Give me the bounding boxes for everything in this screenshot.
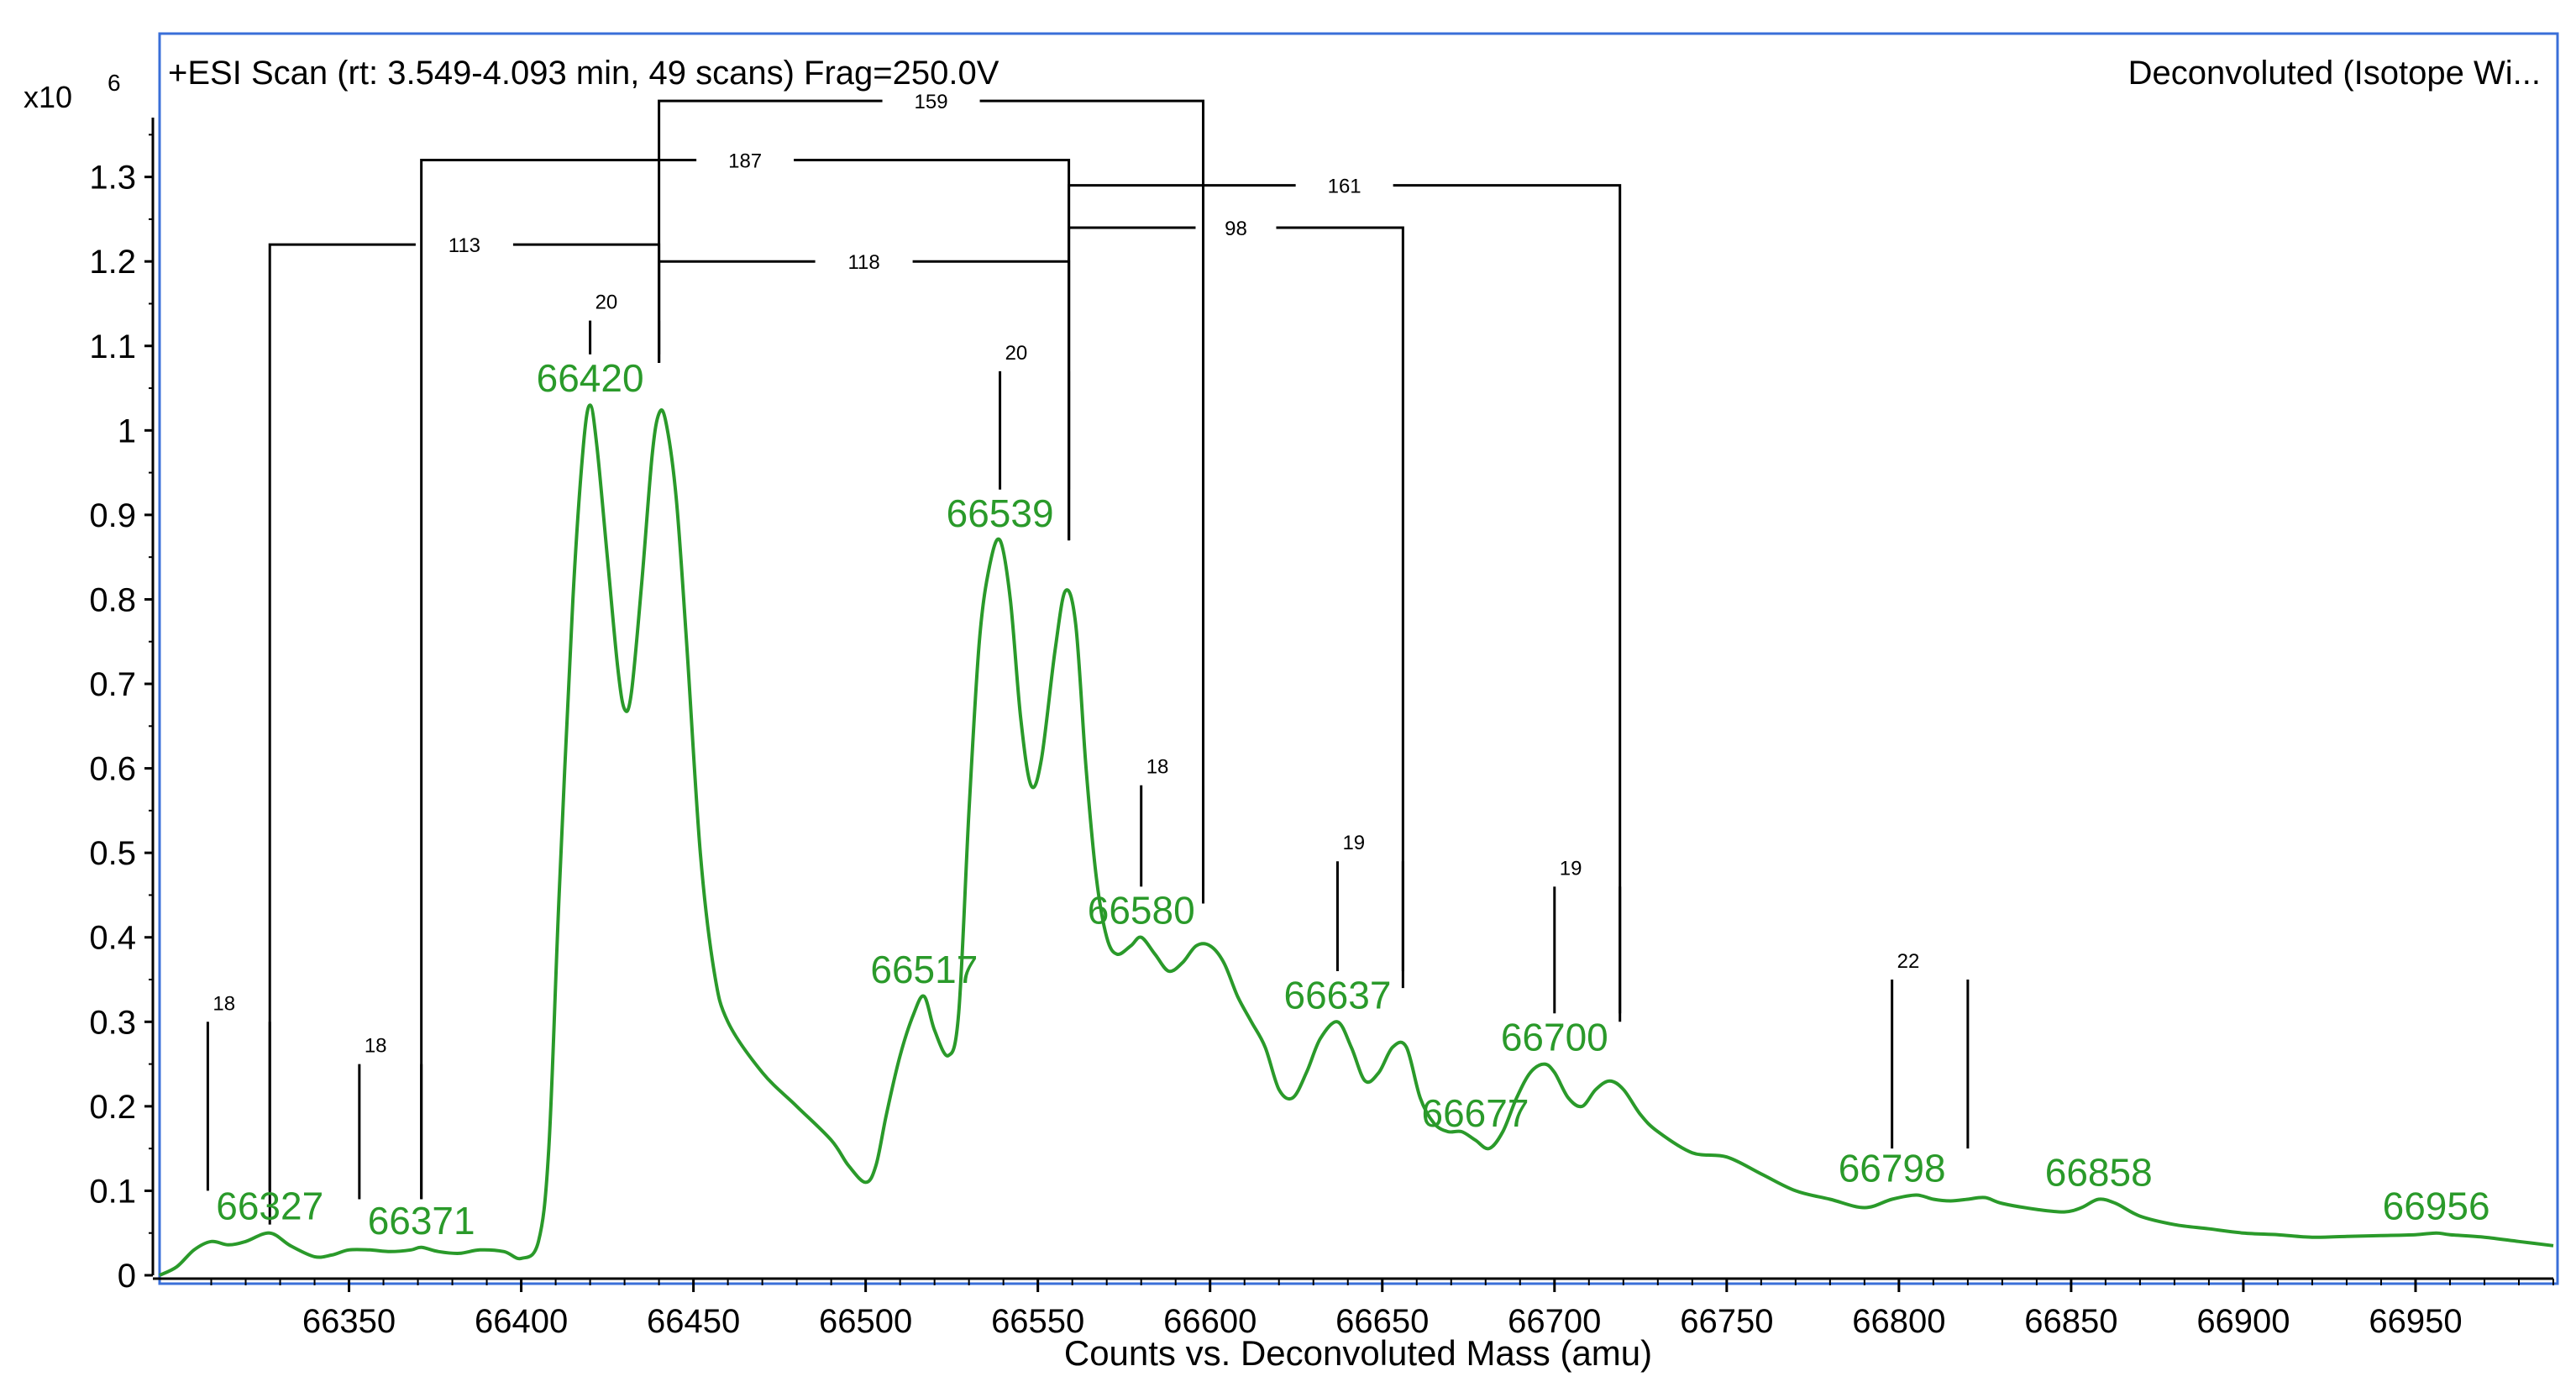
x-tick-label: 66400 bbox=[475, 1303, 568, 1340]
mass-difference-label: 19 bbox=[1560, 857, 1582, 880]
peak-mass-label: 66677 bbox=[1422, 1091, 1529, 1135]
peak-mass-label: 66798 bbox=[1839, 1146, 1946, 1190]
scan-header-right: Deconvoluted (Isotope Wi... bbox=[2128, 55, 2541, 92]
mass-difference-label: 20 bbox=[1005, 342, 1028, 365]
x-tick-label: 66800 bbox=[1852, 1303, 1945, 1340]
peak-mass-label: 66517 bbox=[870, 948, 978, 991]
y-tick-label: 0.9 bbox=[89, 497, 136, 534]
peak-mass-label: 66371 bbox=[368, 1199, 475, 1243]
peak-mass-label: 66580 bbox=[1088, 889, 1195, 933]
peak-mass-label: 66327 bbox=[216, 1185, 323, 1228]
mass-difference-label: 20 bbox=[595, 292, 618, 314]
spectrum-series-line bbox=[159, 403, 2554, 1277]
bracket-left-line bbox=[1068, 226, 1196, 541]
bracket-right-line bbox=[1276, 226, 1404, 989]
annotation-layer: 18 18 20 20 18 19 19 22 113 187 159 118 161 98 66327 66… bbox=[206, 91, 2490, 1243]
peak-mass-label: 66700 bbox=[1501, 1016, 1608, 1059]
x-tick-label: 66650 bbox=[1335, 1303, 1429, 1340]
peak-mass-label: 66956 bbox=[2383, 1185, 2490, 1228]
plot-border bbox=[158, 32, 2559, 1285]
y-tick-label: 1 bbox=[118, 412, 136, 449]
y-tick-label: 0.4 bbox=[89, 920, 136, 957]
y-tick-label: 1.3 bbox=[89, 160, 136, 197]
y-tick-label: 1.1 bbox=[89, 328, 136, 365]
bracket-left-line bbox=[268, 243, 416, 1225]
mass-difference-label: 18 bbox=[212, 992, 235, 1015]
x-tick-label: 66900 bbox=[2196, 1303, 2290, 1340]
y-tick-label: 0.8 bbox=[89, 581, 136, 618]
x-tick-label: 66500 bbox=[819, 1303, 912, 1340]
peak-mass-label: 66858 bbox=[2045, 1150, 2153, 1194]
y-tick-label: 0 bbox=[118, 1258, 136, 1295]
y-tick-label: 0.6 bbox=[89, 751, 136, 788]
y-tick-label: 0.5 bbox=[89, 835, 136, 872]
y-tick-label: 0.3 bbox=[89, 1004, 136, 1041]
mass-difference-label: 18 bbox=[365, 1035, 387, 1058]
scan-header-left: +ESI Scan (rt: 3.549-4.093 min, 49 scans… bbox=[168, 55, 999, 92]
peak-mass-label: 66637 bbox=[1283, 973, 1391, 1017]
y-exponent-label: x10 bbox=[24, 80, 72, 114]
label-layer: +ESI Scan (rt: 3.549-4.093 min, 49 scans… bbox=[24, 55, 2541, 1373]
bracket-left-line bbox=[420, 159, 697, 1200]
bracket-right-line bbox=[794, 159, 1071, 541]
bracket-left-line bbox=[1068, 184, 1296, 541]
x-tick-label: 66750 bbox=[1680, 1303, 1773, 1340]
mass-difference-label: 19 bbox=[1342, 832, 1365, 854]
axes: 0 0.1 0.2 0.3 0.4 0.5 0.6 0.7 0.8 0.9 1 1.1 1.2 1.3 66… bbox=[89, 118, 2554, 1340]
bracket-left-line bbox=[658, 99, 883, 363]
y-tick-label: 0.7 bbox=[89, 666, 136, 703]
bracket-mass-difference-label: 98 bbox=[1225, 218, 1247, 240]
y-tick-label: 0.1 bbox=[89, 1173, 136, 1210]
peak-mass-label: 66420 bbox=[537, 356, 644, 400]
bracket-left-line bbox=[658, 260, 816, 363]
mass-difference-label: 22 bbox=[1897, 950, 1920, 973]
bracket-mass-difference-label: 113 bbox=[449, 234, 480, 257]
bracket-mass-difference-label: 161 bbox=[1328, 176, 1361, 198]
x-tick-label: 66550 bbox=[991, 1303, 1084, 1340]
bracket-right-line bbox=[512, 243, 661, 363]
x-tick-label: 66600 bbox=[1163, 1303, 1257, 1340]
x-tick-label: 66450 bbox=[647, 1303, 740, 1340]
y-tick-label: 0.2 bbox=[89, 1089, 136, 1126]
plot-frame bbox=[158, 32, 2559, 1285]
x-axis-title: Counts vs. Deconvoluted Mass (amu) bbox=[1064, 1333, 1652, 1373]
bracket-right-line bbox=[979, 99, 1205, 904]
series-layer bbox=[159, 403, 2554, 1277]
bracket-mass-difference-label: 187 bbox=[728, 150, 762, 173]
x-tick-label: 66700 bbox=[1508, 1303, 1601, 1340]
x-tick-label: 66350 bbox=[302, 1303, 396, 1340]
x-tick-label: 66850 bbox=[2024, 1303, 2117, 1340]
peak-mass-label: 66539 bbox=[947, 491, 1054, 535]
bracket-mass-difference-label: 118 bbox=[847, 251, 879, 274]
x-tick-label: 66950 bbox=[2369, 1303, 2462, 1340]
mass-difference-label: 18 bbox=[1146, 756, 1169, 779]
bracket-mass-difference-label: 159 bbox=[915, 91, 948, 113]
y-exponent-power: 6 bbox=[108, 70, 121, 96]
y-tick-label: 1.2 bbox=[89, 244, 136, 281]
bracket-right-line bbox=[1393, 184, 1622, 1022]
